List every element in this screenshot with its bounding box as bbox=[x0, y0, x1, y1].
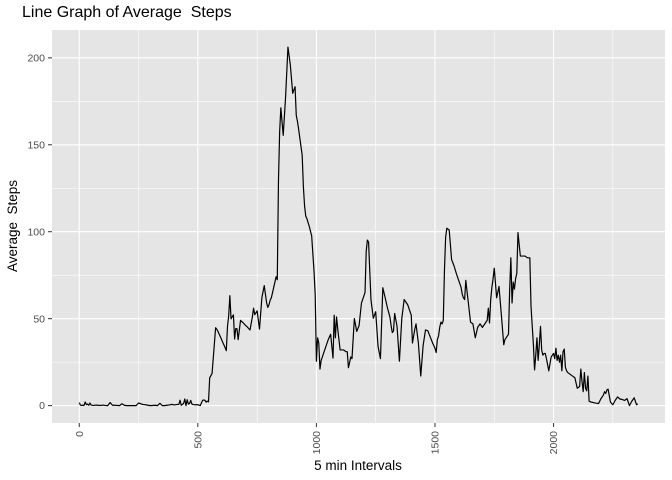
y-axis-title: Average Steps bbox=[5, 180, 20, 272]
y-tick-label: 100 bbox=[27, 226, 45, 238]
x-axis-title: 5 min Intervals bbox=[314, 458, 402, 473]
grid-minor bbox=[52, 30, 665, 423]
x-tick-label: 0 bbox=[74, 431, 86, 437]
x-tick-label: 2000 bbox=[548, 431, 560, 455]
x-tick-label: 500 bbox=[192, 431, 204, 449]
series-layer bbox=[78, 46, 639, 407]
y-axis-ticks: 0 50 100 150 200 bbox=[27, 52, 52, 412]
plot-panel bbox=[52, 30, 665, 423]
y-tick-label: 50 bbox=[33, 313, 45, 325]
x-axis-ticks: 0 500 1000 1500 2000 bbox=[74, 423, 560, 454]
chart-title: Line Graph of Average Steps bbox=[22, 4, 232, 21]
x-tick-label: 1000 bbox=[311, 431, 323, 455]
series-line bbox=[78, 46, 639, 407]
y-tick-label: 200 bbox=[27, 52, 45, 64]
x-tick-label: 1500 bbox=[429, 431, 441, 455]
y-tick-label: 150 bbox=[27, 139, 45, 151]
y-tick-label: 0 bbox=[39, 400, 45, 412]
